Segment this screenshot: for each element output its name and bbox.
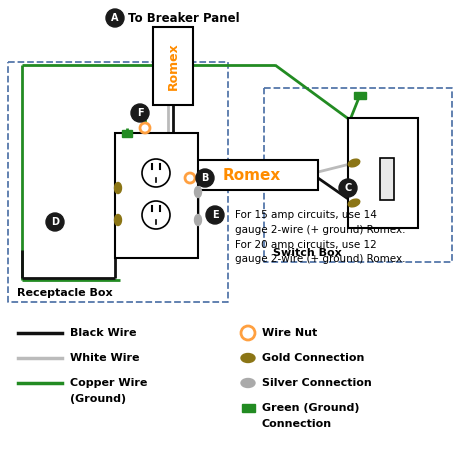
Text: To Breaker Panel: To Breaker Panel	[128, 11, 240, 25]
Text: F: F	[136, 108, 143, 118]
Text: Wire Nut: Wire Nut	[262, 328, 317, 338]
Text: Black Wire: Black Wire	[70, 328, 136, 338]
Circle shape	[142, 159, 170, 187]
Circle shape	[339, 179, 357, 197]
Ellipse shape	[195, 187, 202, 197]
Text: White Wire: White Wire	[70, 353, 140, 363]
Ellipse shape	[195, 214, 202, 226]
Ellipse shape	[348, 159, 360, 167]
Text: Gold Connection: Gold Connection	[262, 353, 365, 363]
FancyBboxPatch shape	[153, 27, 193, 105]
Ellipse shape	[241, 354, 255, 363]
Ellipse shape	[348, 199, 360, 207]
Text: B: B	[202, 173, 209, 183]
Circle shape	[241, 326, 255, 340]
Circle shape	[131, 104, 149, 122]
Text: (Ground): (Ground)	[70, 394, 126, 404]
FancyBboxPatch shape	[348, 118, 418, 228]
Text: Romex: Romex	[167, 42, 180, 90]
Ellipse shape	[114, 182, 121, 193]
FancyBboxPatch shape	[115, 133, 198, 258]
Bar	[242, 404, 255, 412]
Circle shape	[142, 201, 170, 229]
Text: Connection: Connection	[262, 419, 332, 429]
Circle shape	[206, 206, 224, 224]
Circle shape	[46, 213, 64, 231]
Text: D: D	[51, 217, 59, 227]
FancyBboxPatch shape	[185, 160, 318, 190]
Text: For 15 amp circuits, use 14
gauge 2-wire (+ ground) Romex.
For 20 amp circuits, : For 15 amp circuits, use 14 gauge 2-wire…	[235, 210, 405, 264]
Text: E: E	[212, 210, 218, 220]
Text: Silver Connection: Silver Connection	[262, 378, 372, 388]
Circle shape	[140, 123, 150, 133]
Text: A: A	[111, 13, 119, 23]
Bar	[354, 91, 366, 98]
Bar	[122, 130, 132, 136]
Ellipse shape	[114, 214, 121, 226]
Ellipse shape	[241, 379, 255, 388]
Text: Romex: Romex	[223, 167, 281, 182]
Circle shape	[196, 169, 214, 187]
Text: Switch Box: Switch Box	[273, 248, 342, 258]
Text: Receptacle Box: Receptacle Box	[17, 288, 113, 298]
Text: Green (Ground): Green (Ground)	[262, 403, 360, 413]
Circle shape	[106, 9, 124, 27]
Text: Copper Wire: Copper Wire	[70, 378, 147, 388]
FancyBboxPatch shape	[380, 158, 393, 200]
Text: C: C	[344, 183, 352, 193]
Circle shape	[185, 173, 195, 183]
